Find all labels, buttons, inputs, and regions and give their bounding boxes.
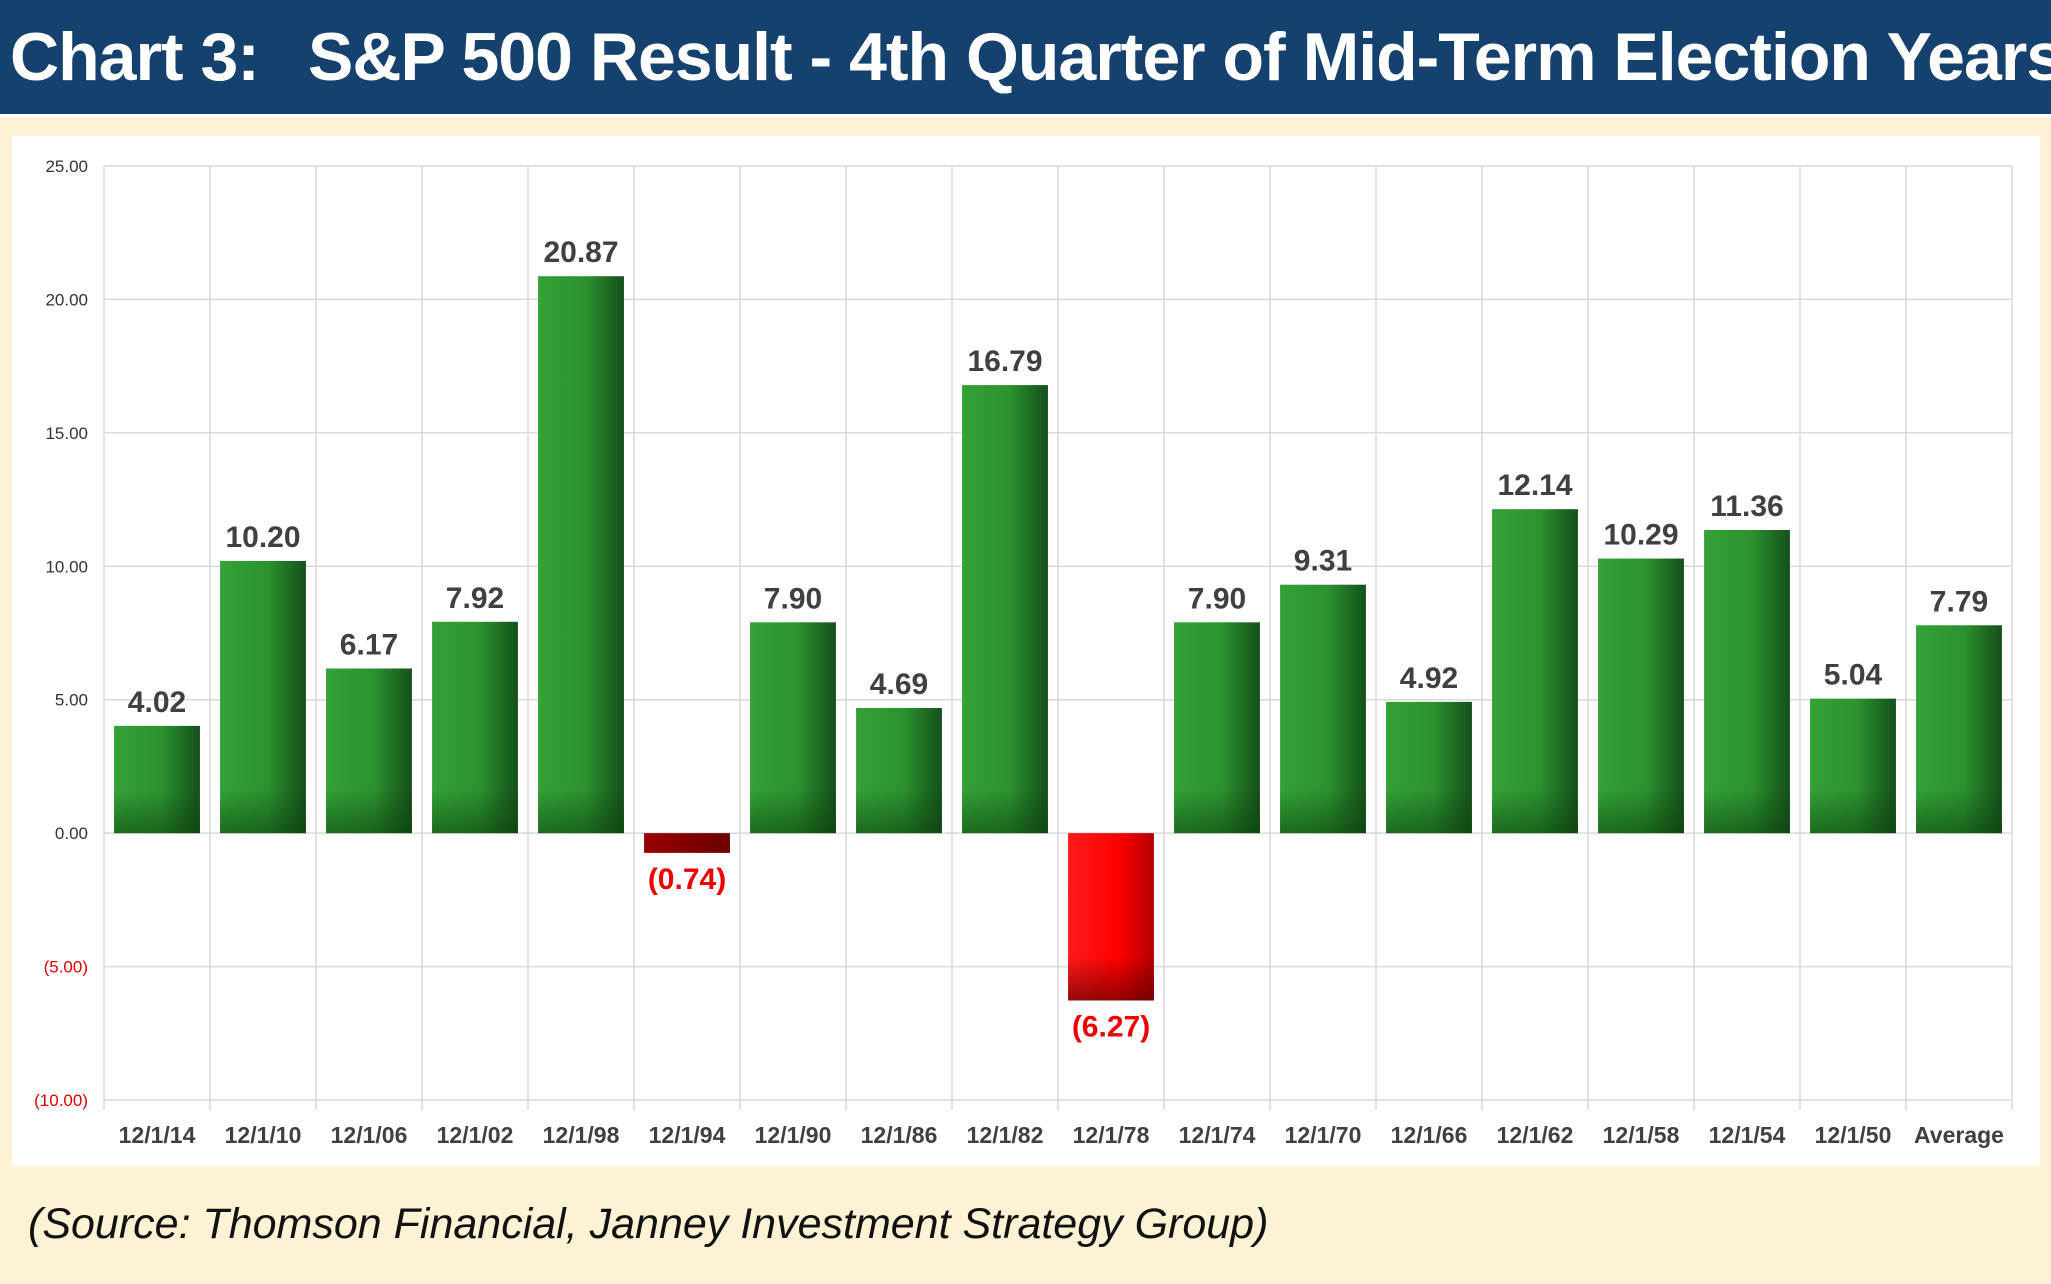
bar-shade — [1810, 788, 1896, 834]
bar-shade — [1598, 788, 1684, 834]
chart-title: S&P 500 Result - 4th Quarter of Mid-Term… — [308, 19, 2051, 95]
y-tick-label: (10.00) — [34, 1091, 88, 1110]
y-tick-label: 0.00 — [55, 824, 88, 843]
x-tick-label: 12/1/50 — [1815, 1122, 1892, 1148]
data-label: 5.04 — [1824, 659, 1883, 692]
bar-shade — [326, 788, 412, 834]
y-tick-label: 20.00 — [45, 290, 88, 309]
y-tick-label: (5.00) — [44, 958, 88, 977]
bar-shade — [1492, 788, 1578, 834]
data-label: 10.29 — [1603, 519, 1678, 552]
chart-number: Chart 3: — [10, 19, 260, 95]
x-tick-label: 12/1/02 — [437, 1122, 514, 1148]
y-tick-label: 25.00 — [45, 157, 88, 176]
bar-shade — [1916, 788, 2002, 834]
bar — [220, 560, 306, 834]
data-label: 6.17 — [340, 628, 398, 661]
data-label: 7.90 — [1188, 582, 1246, 615]
bar-shade — [856, 788, 942, 834]
data-label: (6.27) — [1072, 1010, 1150, 1043]
data-label: 16.79 — [967, 345, 1042, 378]
bar — [1704, 529, 1790, 834]
y-tick-label: 5.00 — [55, 691, 88, 710]
bar-shade — [1386, 788, 1472, 834]
bar — [538, 276, 624, 834]
data-label: 10.20 — [225, 521, 300, 554]
bar-shade — [432, 788, 518, 834]
data-label: 9.31 — [1294, 545, 1352, 578]
bar-chart: 25.00 20.00 15.00 10.00 5.00 0.00 (5.00) (10.00… — [34, 157, 2013, 1148]
x-tick-label: Average — [1914, 1122, 2004, 1148]
x-tick-label: 12/1/98 — [543, 1122, 620, 1148]
x-tick-label: 12/1/10 — [225, 1122, 302, 1148]
bar — [644, 833, 730, 853]
bar-shade — [750, 788, 836, 834]
data-label: (0.74) — [648, 863, 726, 896]
data-label: 7.92 — [446, 582, 504, 615]
data-label: 7.79 — [1930, 585, 1988, 618]
chart-panel: 25.00 20.00 15.00 10.00 5.00 0.00 (5.00) (10.00… — [12, 136, 2040, 1166]
source-note: (Source: Thomson Financial, Janney Inves… — [28, 1200, 1269, 1248]
x-tick-label: 12/1/14 — [119, 1122, 196, 1148]
x-tick-label: 12/1/06 — [331, 1122, 408, 1148]
bar — [1598, 558, 1684, 834]
x-tick-label: 12/1/58 — [1603, 1122, 1680, 1148]
y-tick-label: 10.00 — [45, 557, 88, 576]
x-tick-label: 12/1/66 — [1391, 1122, 1468, 1148]
data-label: 20.87 — [543, 236, 618, 269]
bar — [1492, 509, 1578, 834]
x-tick-label: 12/1/62 — [1497, 1122, 1574, 1148]
data-label: 11.36 — [1710, 490, 1783, 523]
bar-shade — [114, 790, 200, 834]
x-tick-label: 12/1/90 — [755, 1122, 832, 1148]
x-tick-label: 12/1/94 — [649, 1122, 726, 1148]
x-tick-label: 12/1/74 — [1179, 1122, 1256, 1148]
bar-shade — [538, 788, 624, 834]
x-tick-label: 12/1/54 — [1709, 1122, 1786, 1148]
bar-shade — [962, 788, 1048, 834]
x-tick-label: 12/1/70 — [1285, 1122, 1362, 1148]
x-tick-label: 12/1/82 — [967, 1122, 1044, 1148]
bar-shade — [1174, 788, 1260, 834]
data-label: 4.92 — [1400, 662, 1458, 695]
data-label: 12.14 — [1497, 469, 1572, 502]
x-tick-label: 12/1/86 — [861, 1122, 938, 1148]
bar-shade — [1280, 788, 1366, 834]
x-tick-label: 12/1/78 — [1073, 1122, 1150, 1148]
data-label: 7.90 — [764, 582, 822, 615]
chart-header: Chart 3: S&P 500 Result - 4th Quarter of… — [0, 0, 2051, 117]
data-label: 4.69 — [870, 668, 928, 701]
bar-shade — [1068, 955, 1154, 1001]
bar — [962, 385, 1048, 834]
y-tick-label: 15.00 — [45, 424, 88, 443]
bar-shade — [220, 788, 306, 834]
bar-shade — [1704, 788, 1790, 834]
data-label: 4.02 — [128, 686, 186, 719]
